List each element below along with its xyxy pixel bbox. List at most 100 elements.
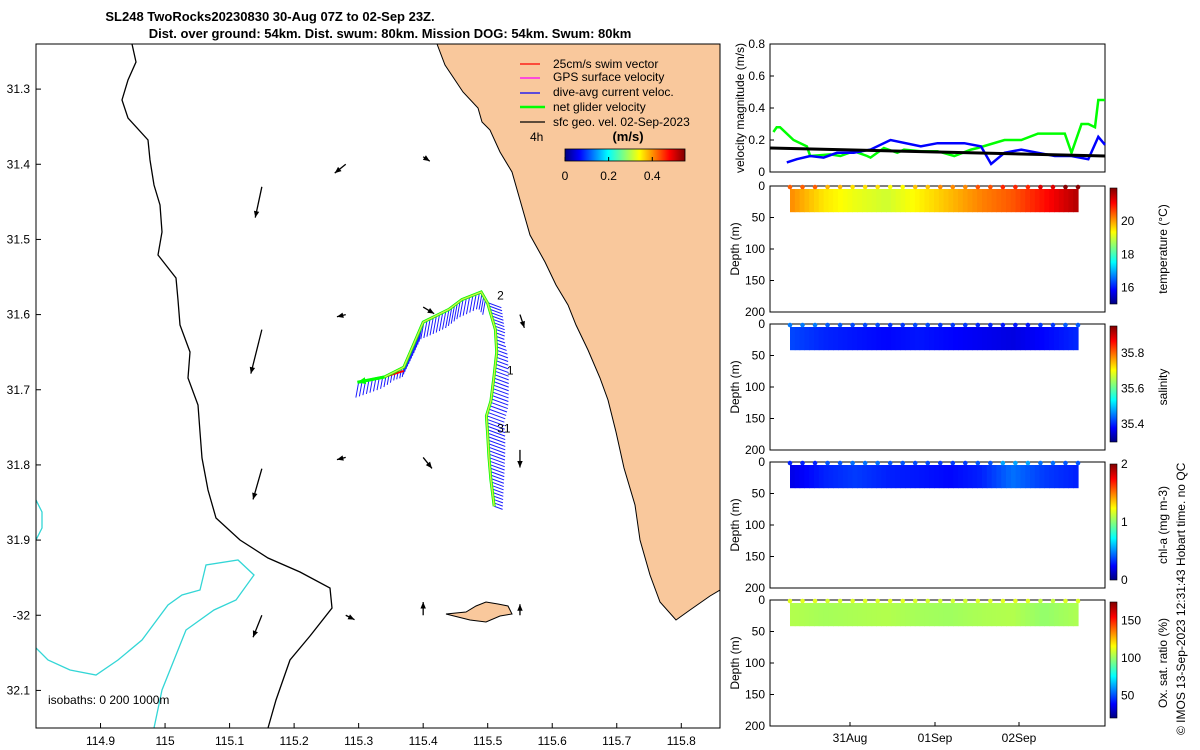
colorbar-tick-label: 150 (1121, 614, 1141, 628)
section-cell (1034, 189, 1041, 213)
geo-velocity-arrow (420, 602, 426, 616)
dive-avg-arrow (490, 481, 504, 488)
surface-dot (837, 460, 843, 466)
speed-colorbar (564, 148, 686, 162)
section-colorbar (1109, 601, 1118, 719)
section-cell (1063, 603, 1069, 627)
section-panel-oxygen: 0 50 100 150 200 Depth (m) 50 100 150 Ox. sat. ra… (728, 593, 1170, 745)
surface-dot (812, 184, 818, 190)
chart-title: SL248 TwoRocks20230830 30-Aug 07Z to 02-… (105, 9, 435, 24)
surface-dot (800, 598, 805, 604)
section-cell (929, 603, 935, 627)
depth-tick-label: 0 (758, 179, 765, 193)
section-cell (1020, 327, 1026, 351)
section-cell (847, 465, 853, 489)
y-tick-label: 31.6 (7, 308, 31, 322)
section-cell (1015, 465, 1021, 489)
section-cell (862, 189, 868, 213)
geo-velocity-arrow (519, 314, 525, 328)
section-cell (862, 603, 868, 627)
section-cell (1010, 465, 1017, 489)
net-velocity-arrow (357, 375, 385, 385)
surface-dot (937, 184, 943, 190)
section-cell (1049, 189, 1055, 213)
colorbar-tick-label: 16 (1121, 280, 1135, 294)
section-cell (799, 465, 805, 489)
surface-dot (1038, 460, 1043, 466)
section-cell (924, 465, 930, 489)
dive-avg-arrow (469, 295, 474, 313)
section-cell (799, 327, 805, 351)
dive-avg-arrow (487, 302, 502, 309)
section-cell (962, 603, 969, 627)
section-cell (823, 189, 829, 213)
dive-avg-arrow (482, 299, 486, 315)
surface-dot (925, 598, 931, 604)
depth-axis-label: Depth (m) (728, 636, 742, 689)
legend-net-label: net glider velocity (553, 100, 646, 114)
section-cell (1049, 603, 1055, 627)
island (445, 601, 513, 623)
surface-dot (963, 460, 968, 466)
section-cell (842, 327, 849, 351)
section-cell (809, 465, 815, 489)
depth-tick-label: 100 (745, 380, 765, 394)
x-tick-label: 115.7 (602, 734, 631, 748)
dive-avg-arrow (488, 446, 506, 454)
surface-dot (912, 184, 918, 190)
dive-avg-arrow (495, 328, 506, 334)
geo-velocity-arrow (336, 312, 346, 318)
section-cell (838, 603, 844, 627)
dive-avg-arrow (489, 464, 505, 471)
surface-dot (988, 598, 993, 604)
section-cell (914, 327, 921, 351)
depth-tick-label: 0 (758, 455, 765, 469)
surface-dot (988, 322, 993, 328)
x-tick-label: 115.5 (473, 734, 502, 748)
section-cell (1001, 327, 1007, 351)
section-cell (1068, 465, 1074, 489)
dive-avg-arrow (496, 346, 507, 351)
section-cell (919, 603, 925, 627)
y-tick-label: 31.4 (7, 157, 31, 171)
surface-dot (887, 460, 893, 466)
surface-dot (1063, 184, 1068, 190)
surface-dot (1013, 184, 1018, 190)
surface-dot (937, 598, 943, 604)
section-cell (823, 603, 829, 627)
section-cell (977, 603, 983, 627)
section-cell (1020, 603, 1026, 627)
section-cell (1034, 465, 1041, 489)
legend-swim-label: 25cm/s swim vector (553, 57, 658, 71)
surface-dot (1013, 598, 1018, 604)
section-cell (986, 465, 993, 489)
section-cell (833, 465, 839, 489)
surface-dot (862, 184, 868, 190)
surface-dot (1000, 322, 1006, 328)
section-cell (972, 603, 978, 627)
dive-avg-arrow (488, 457, 505, 464)
section-cell (938, 327, 945, 351)
dive-avg-arrow (496, 353, 509, 359)
section-cell (799, 603, 805, 627)
section-cell (924, 189, 930, 213)
surface-dot (950, 460, 956, 466)
depth-tick-label: 150 (745, 550, 765, 564)
section-cell (900, 603, 906, 627)
x-tick-label: 115.8 (667, 734, 696, 748)
depth-tick-label: 200 (745, 581, 765, 595)
section-cell (1054, 603, 1060, 627)
section-cell (948, 327, 954, 351)
y-tick-label: 32.1 (7, 683, 31, 697)
colorbar-tick-label: 18 (1121, 247, 1135, 261)
section-cell (823, 465, 829, 489)
surface-dot (1038, 322, 1043, 328)
section-cell (962, 327, 969, 351)
section-cell (1030, 465, 1036, 489)
colorbar-label: chl-a (mg m-3) (1156, 486, 1170, 564)
dive-avg-arrow (369, 379, 373, 393)
surface-dot (925, 184, 931, 190)
section-cell (1015, 327, 1021, 351)
dive-avg-arrow (478, 293, 483, 310)
